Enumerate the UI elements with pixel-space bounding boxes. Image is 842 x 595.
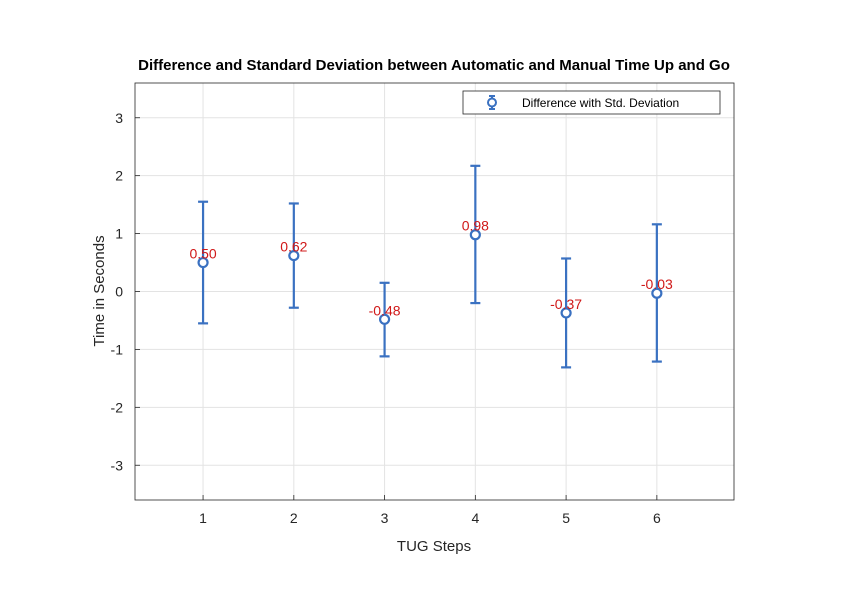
y-tick-label: 1 (115, 226, 123, 242)
x-tick-label: 5 (562, 510, 570, 526)
data-point (197, 256, 209, 269)
data-marks (197, 164, 663, 369)
data-label: 0.50 (189, 246, 216, 262)
y-tick-label: 2 (115, 168, 123, 184)
data-point (560, 307, 572, 319)
data-point (288, 249, 300, 262)
data-label: 0.98 (462, 218, 489, 234)
y-tick-label: -2 (111, 399, 124, 415)
chart-title: Difference and Standard Deviation betwee… (138, 57, 730, 74)
data-label: -0.48 (369, 302, 401, 318)
data-point (469, 229, 481, 241)
legend: Difference with Std. Deviation (462, 90, 721, 115)
data-point (651, 287, 663, 299)
data-point (378, 313, 391, 325)
y-tick-label: 3 (115, 110, 123, 126)
y-tick-label: -1 (111, 341, 124, 357)
x-axis-label: TUG Steps (397, 538, 471, 555)
y-tick-label: 0 (115, 284, 123, 300)
data-label: -0.37 (550, 296, 582, 312)
data-labels: 0.50 0.62 -0.48 0.98 -0.37 -0.03 (189, 218, 673, 319)
data-label: -0.03 (641, 276, 673, 292)
y-tick-label: -3 (111, 457, 124, 473)
x-tick-label: 1 (199, 510, 207, 526)
x-tick-label: 2 (290, 510, 298, 526)
y-axis-label: Time in Seconds (91, 235, 108, 346)
data-label: 0.62 (280, 239, 307, 255)
legend-box (462, 90, 721, 115)
legend-label: Difference with Std. Deviation (522, 96, 679, 110)
axis-ticks: 1 2 3 4 5 6 -3 -2 -1 0 1 2 3 (111, 110, 661, 526)
legend-errorbar-icon (487, 95, 497, 110)
x-tick-label: 3 (381, 510, 389, 526)
x-tick-label: 4 (471, 510, 479, 526)
x-tick-label: 6 (653, 510, 661, 526)
